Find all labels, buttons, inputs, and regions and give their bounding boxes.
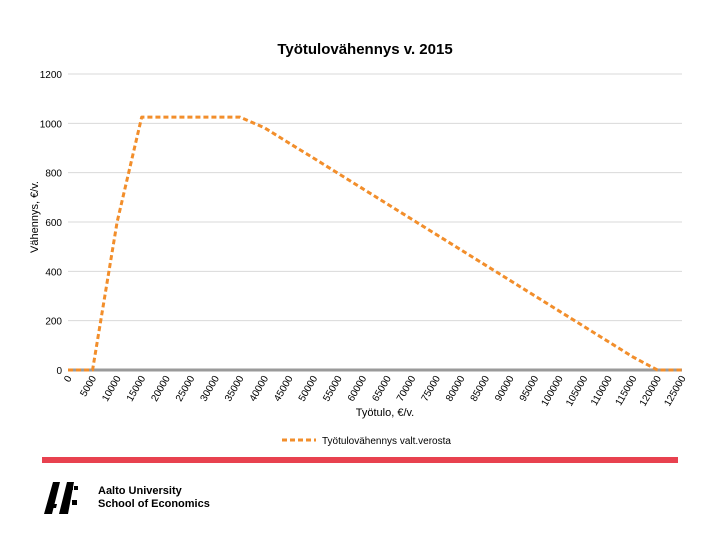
x-tick-label: 0 [62, 374, 75, 385]
x-tick-label: 85000 [469, 374, 493, 404]
logo-line-2: School of Economics [98, 498, 210, 510]
x-tick-label: 80000 [444, 374, 468, 404]
x-tick-label: 10000 [100, 374, 124, 404]
x-tick-label: 75000 [420, 374, 444, 404]
x-tick-label: 25000 [174, 374, 198, 404]
x-tick-label: 110000 [589, 374, 615, 408]
y-tick-label: 800 [45, 169, 62, 180]
gridlines [68, 73, 682, 372]
x-tick-label: 45000 [272, 374, 296, 404]
x-tick-label: 60000 [346, 374, 370, 404]
footer-divider [42, 457, 678, 463]
x-tick-label: 125000 [662, 374, 688, 409]
x-tick-label: 70000 [395, 374, 419, 404]
y-axis-label: Vähennys, €/v. [29, 181, 41, 253]
aalto-logo-mark-icon [44, 482, 78, 514]
x-tick-label: 115000 [614, 374, 640, 408]
x-tick-label: 50000 [297, 374, 321, 404]
x-axis-label: Työtulo, €/v. [356, 407, 415, 419]
x-tick-label: 95000 [518, 374, 542, 404]
x-tick-labels: 0 5000 10000 15000 20000 25000 30000 35000 40000… [62, 374, 689, 409]
aalto-logo: Aalto University School of Economics [44, 478, 254, 518]
x-tick-label: 105000 [564, 374, 590, 409]
x-tick-label: 65000 [370, 374, 394, 404]
x-tick-label: 120000 [638, 374, 664, 409]
legend-label: Työtulovähennys valt.verosta [322, 436, 451, 447]
legend: Työtulovähennys valt.verosta [282, 436, 451, 447]
logo-text: Aalto University School of Economics [98, 485, 210, 511]
y-tick-label: 1000 [40, 119, 63, 130]
x-tick-label: 100000 [540, 374, 566, 409]
x-tick-label: 35000 [223, 374, 247, 404]
series-layer [68, 115, 682, 372]
y-tick-label: 1200 [40, 70, 63, 81]
y-tick-label: 600 [45, 218, 62, 229]
x-tick-label: 20000 [149, 374, 173, 404]
y-tick-label: 0 [56, 366, 62, 377]
x-tick-label: 15000 [125, 374, 149, 404]
y-tick-label: 200 [45, 317, 62, 328]
x-tick-label: 55000 [321, 374, 345, 404]
chart-title: Työtulovähennys v. 2015 [277, 41, 452, 58]
y-tick-labels: 0 200 400 600 800 1000 1200 [40, 70, 63, 377]
y-tick-label: 400 [45, 267, 62, 278]
series-line [68, 115, 682, 372]
x-tick-label: 40000 [248, 374, 272, 404]
x-tick-label: 90000 [493, 374, 517, 404]
logo-line-1: Aalto University [98, 485, 182, 497]
x-tick-label: 5000 [79, 374, 100, 399]
x-tick-label: 30000 [199, 374, 223, 404]
